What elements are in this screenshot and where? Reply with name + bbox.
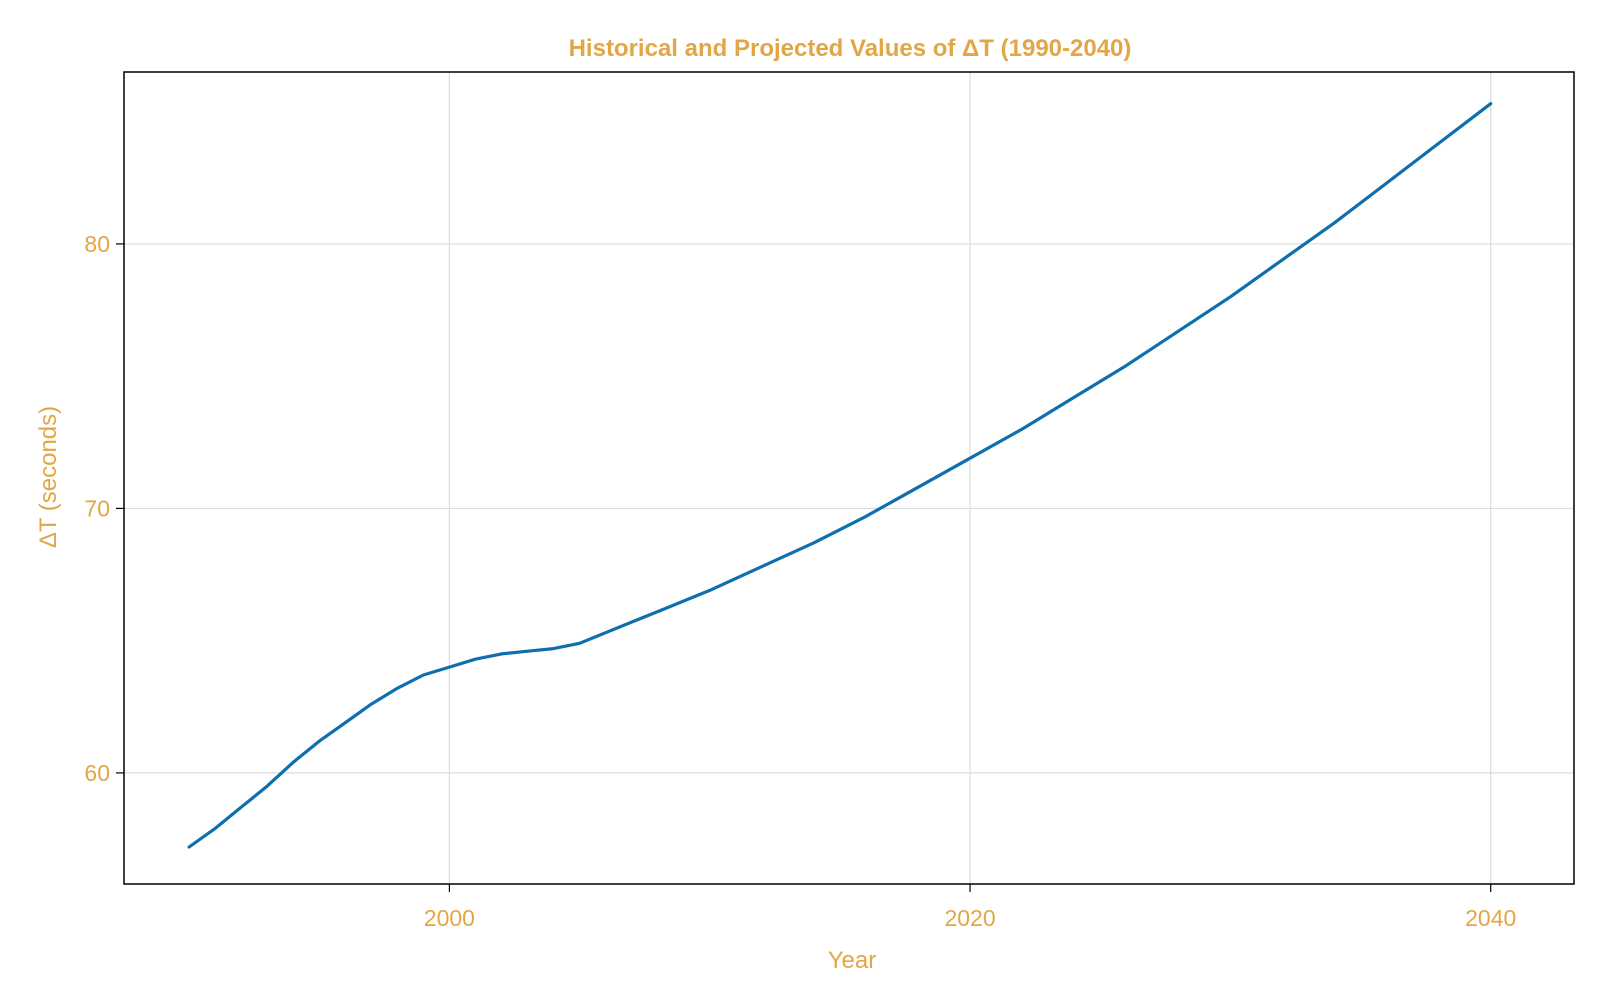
series-layer bbox=[187, 102, 1493, 849]
x-axis-label: Year bbox=[828, 947, 877, 974]
y-tick-label: 70 bbox=[84, 495, 110, 521]
axis-ticks: 2000 2020 2040 60 70 80 bbox=[84, 231, 1516, 931]
delta-t-series-line bbox=[187, 102, 1493, 849]
gridlines bbox=[124, 72, 1574, 884]
y-tick-label: 60 bbox=[84, 760, 110, 786]
x-tick-label: 2000 bbox=[424, 905, 475, 931]
y-axis-label: ΔT (seconds) bbox=[35, 406, 62, 548]
x-tick-label: 2020 bbox=[944, 905, 995, 931]
x-tick-label: 2040 bbox=[1465, 905, 1516, 931]
chart-title: Historical and Projected Values of ΔT (1… bbox=[569, 35, 1132, 62]
plot-frame bbox=[123, 71, 1575, 885]
y-tick-label: 80 bbox=[84, 231, 110, 257]
